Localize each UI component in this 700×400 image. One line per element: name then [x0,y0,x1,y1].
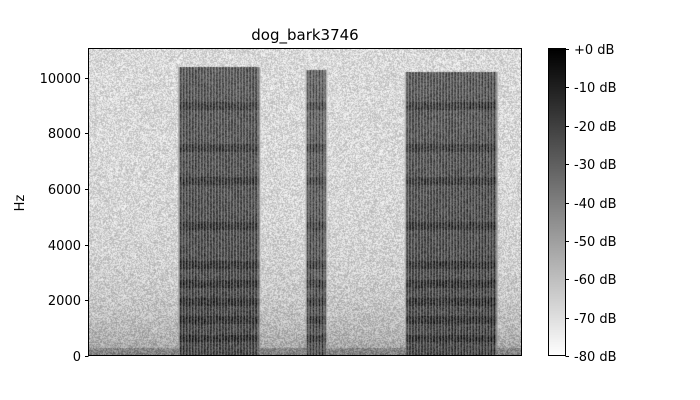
y-tick-label: 0 [73,350,81,365]
y-axis-label: Hz [13,195,28,212]
colorbar-tick-label: -80 dB [574,350,617,365]
colorbar-tick-label: -10 dB [574,81,617,96]
colorbar-tick-label: -50 dB [574,235,617,250]
colorbar-tick-label: +0 dB [574,43,614,58]
y-tick-label: 6000 [48,183,81,198]
colorbar-tick-label: -70 dB [574,312,617,327]
colorbar-tick-label: -60 dB [574,273,617,288]
colorbar-tick-label: -20 dB [574,120,617,135]
y-tick-label: 2000 [48,294,81,309]
chart-title: dog_bark3746 [251,26,358,45]
colorbar-tick-label: -40 dB [574,197,617,212]
y-axis: 0 2000 4000 6000 8000 10000 [40,72,89,365]
y-tick-label: 8000 [48,127,81,142]
colorbar-image [549,49,565,356]
y-tick-label: 10000 [40,72,81,87]
colorbar-axis: +0 dB -10 dB -20 dB -30 dB -40 dB -50 dB -60 d… [565,43,617,365]
spectrogram-image [89,49,521,356]
colorbar-frame [548,48,566,356]
plot-frame [88,48,522,356]
colorbar-tick-label: -30 dB [574,158,617,173]
y-tick-label: 4000 [48,239,81,254]
